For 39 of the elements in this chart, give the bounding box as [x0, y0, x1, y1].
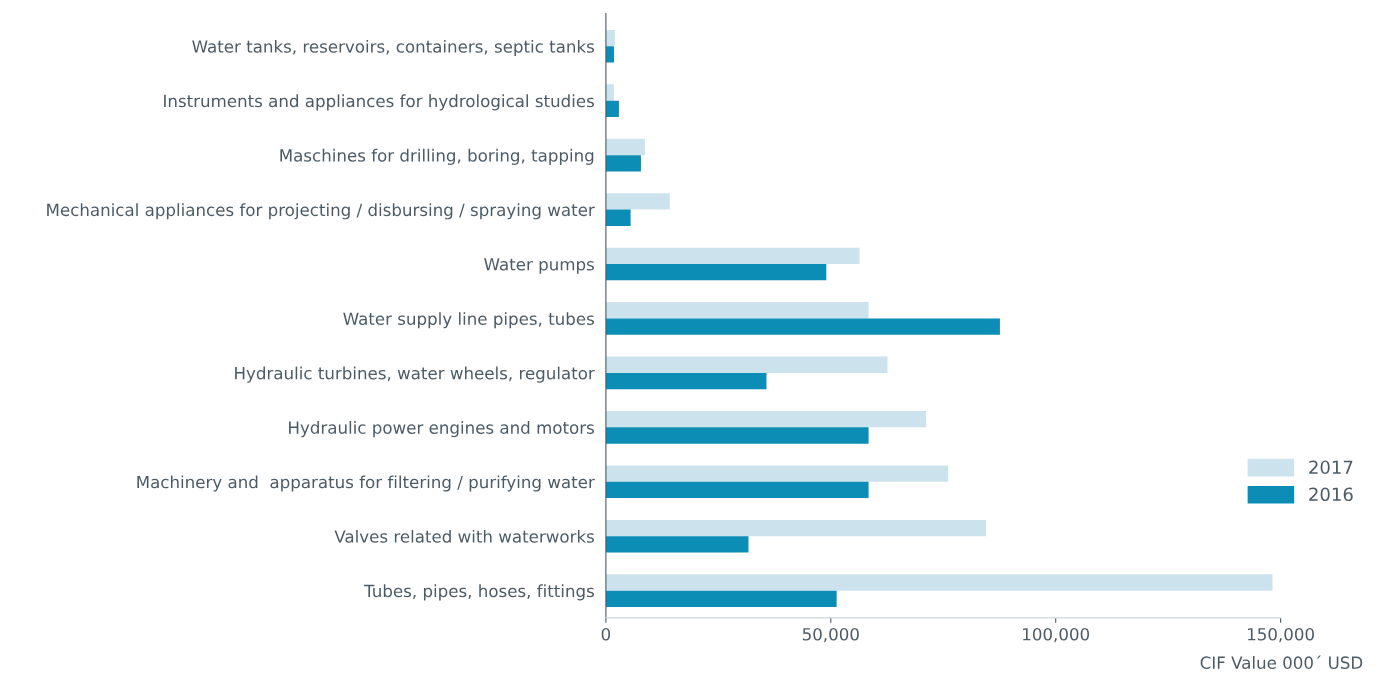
bar	[605, 372, 767, 390]
bar	[605, 46, 614, 63]
y-tick-label: Hydraulic power engines and motors	[289, 421, 594, 438]
bar	[605, 155, 641, 172]
x-tick-label: 150,000	[1247, 627, 1314, 643]
bar	[605, 356, 888, 373]
bar	[605, 84, 614, 101]
bar	[605, 519, 986, 537]
bar	[605, 193, 670, 210]
bar	[605, 411, 927, 428]
bar	[605, 590, 837, 607]
y-tick-label: Water supply line pipes, tubes	[343, 312, 594, 329]
bar	[605, 318, 1000, 335]
legend-label: 2017	[1309, 460, 1353, 475]
bar	[605, 264, 827, 281]
y-tick-label: Instruments and appliances for hydrological studies	[164, 94, 594, 111]
bar	[605, 465, 949, 482]
bar	[605, 138, 646, 156]
bar	[605, 209, 631, 226]
bar	[605, 481, 869, 499]
y-tick-label: Mechanical appliances for projecting / disbursing / spraying water	[47, 203, 595, 220]
y-tick-label: Valves related with waterworks	[334, 529, 594, 543]
y-tick-label: Hydraulic turbines, water wheels, regulator	[235, 366, 595, 383]
y-tick-label: Water pumps	[484, 258, 594, 274]
bar	[605, 302, 869, 319]
x-tick-label: 0	[601, 627, 611, 641]
bar	[605, 247, 860, 265]
y-tick-label: Maschines for drilling, boring, tapping	[280, 148, 594, 165]
y-tick-label: Machinery and apparatus for filtering / purifying water	[137, 475, 595, 492]
x-axis-title: CIF Value 000´ USD	[1200, 655, 1363, 669]
y-tick-label: Tubes, pipes, hoses, fittings	[364, 584, 594, 601]
bar	[605, 100, 619, 118]
bar	[605, 574, 1273, 591]
bar	[605, 536, 749, 553]
bar	[605, 427, 869, 444]
x-tick-label: 50,000	[802, 627, 859, 643]
x-tick-label: 100,000	[1023, 627, 1090, 643]
y-tick-label: Water tanks, reservoirs, containers, septic tanks	[192, 39, 594, 57]
legend-label: 2016	[1309, 487, 1353, 502]
